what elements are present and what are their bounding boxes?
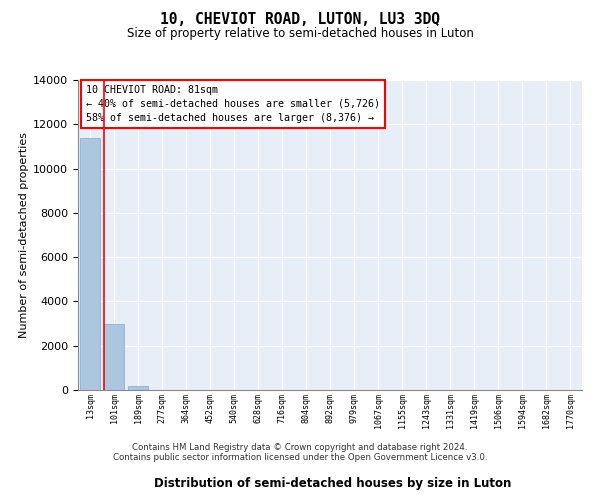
Bar bbox=[128, 386, 148, 390]
Text: 10 CHEVIOT ROAD: 81sqm
← 40% of semi-detached houses are smaller (5,726)
58% of : 10 CHEVIOT ROAD: 81sqm ← 40% of semi-det… bbox=[86, 84, 380, 122]
Text: Distribution of semi-detached houses by size in Luton: Distribution of semi-detached houses by … bbox=[154, 477, 512, 490]
Bar bbox=[80, 138, 100, 390]
Text: Contains HM Land Registry data © Crown copyright and database right 2024.: Contains HM Land Registry data © Crown c… bbox=[132, 444, 468, 452]
Y-axis label: Number of semi-detached properties: Number of semi-detached properties bbox=[19, 132, 29, 338]
Text: 10, CHEVIOT ROAD, LUTON, LU3 3DQ: 10, CHEVIOT ROAD, LUTON, LU3 3DQ bbox=[160, 12, 440, 28]
Text: Contains public sector information licensed under the Open Government Licence v3: Contains public sector information licen… bbox=[113, 454, 487, 462]
Bar bbox=[104, 324, 124, 390]
Text: Size of property relative to semi-detached houses in Luton: Size of property relative to semi-detach… bbox=[127, 28, 473, 40]
